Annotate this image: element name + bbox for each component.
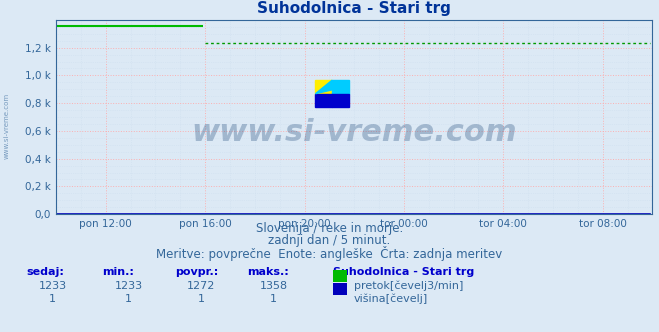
Text: 1272: 1272 [186,281,215,290]
Text: sedaj:: sedaj: [26,267,64,277]
Polygon shape [316,80,332,94]
Text: višina[čevelj]: višina[čevelj] [354,294,428,304]
Bar [316,80,332,94]
Bar [332,94,349,107]
Text: pretok[čevelj3/min]: pretok[čevelj3/min] [354,281,463,291]
Text: 1: 1 [270,294,277,304]
Text: zadnji dan / 5 minut.: zadnji dan / 5 minut. [268,234,391,247]
Title: Suhodolnica - Stari trg: Suhodolnica - Stari trg [257,1,451,16]
Text: maks.:: maks.: [247,267,289,277]
Text: 1: 1 [49,294,56,304]
Text: Suhodolnica - Stari trg: Suhodolnica - Stari trg [333,267,474,277]
Text: 1358: 1358 [260,281,287,290]
Text: www.si-vreme.com: www.si-vreme.com [191,118,517,147]
Text: 1233: 1233 [115,281,142,290]
Text: www.si-vreme.com: www.si-vreme.com [3,93,9,159]
Text: 1: 1 [198,294,204,304]
Bar [316,94,332,107]
Text: povpr.:: povpr.: [175,267,218,277]
Bar [332,80,349,94]
Text: 1233: 1233 [39,281,67,290]
Text: Meritve: povprečne  Enote: angleške  Črta: zadnja meritev: Meritve: povprečne Enote: angleške Črta:… [156,246,503,261]
Text: min.:: min.: [102,267,134,277]
Text: Slovenija / reke in morje.: Slovenija / reke in morje. [256,222,403,235]
Text: 1: 1 [125,294,132,304]
